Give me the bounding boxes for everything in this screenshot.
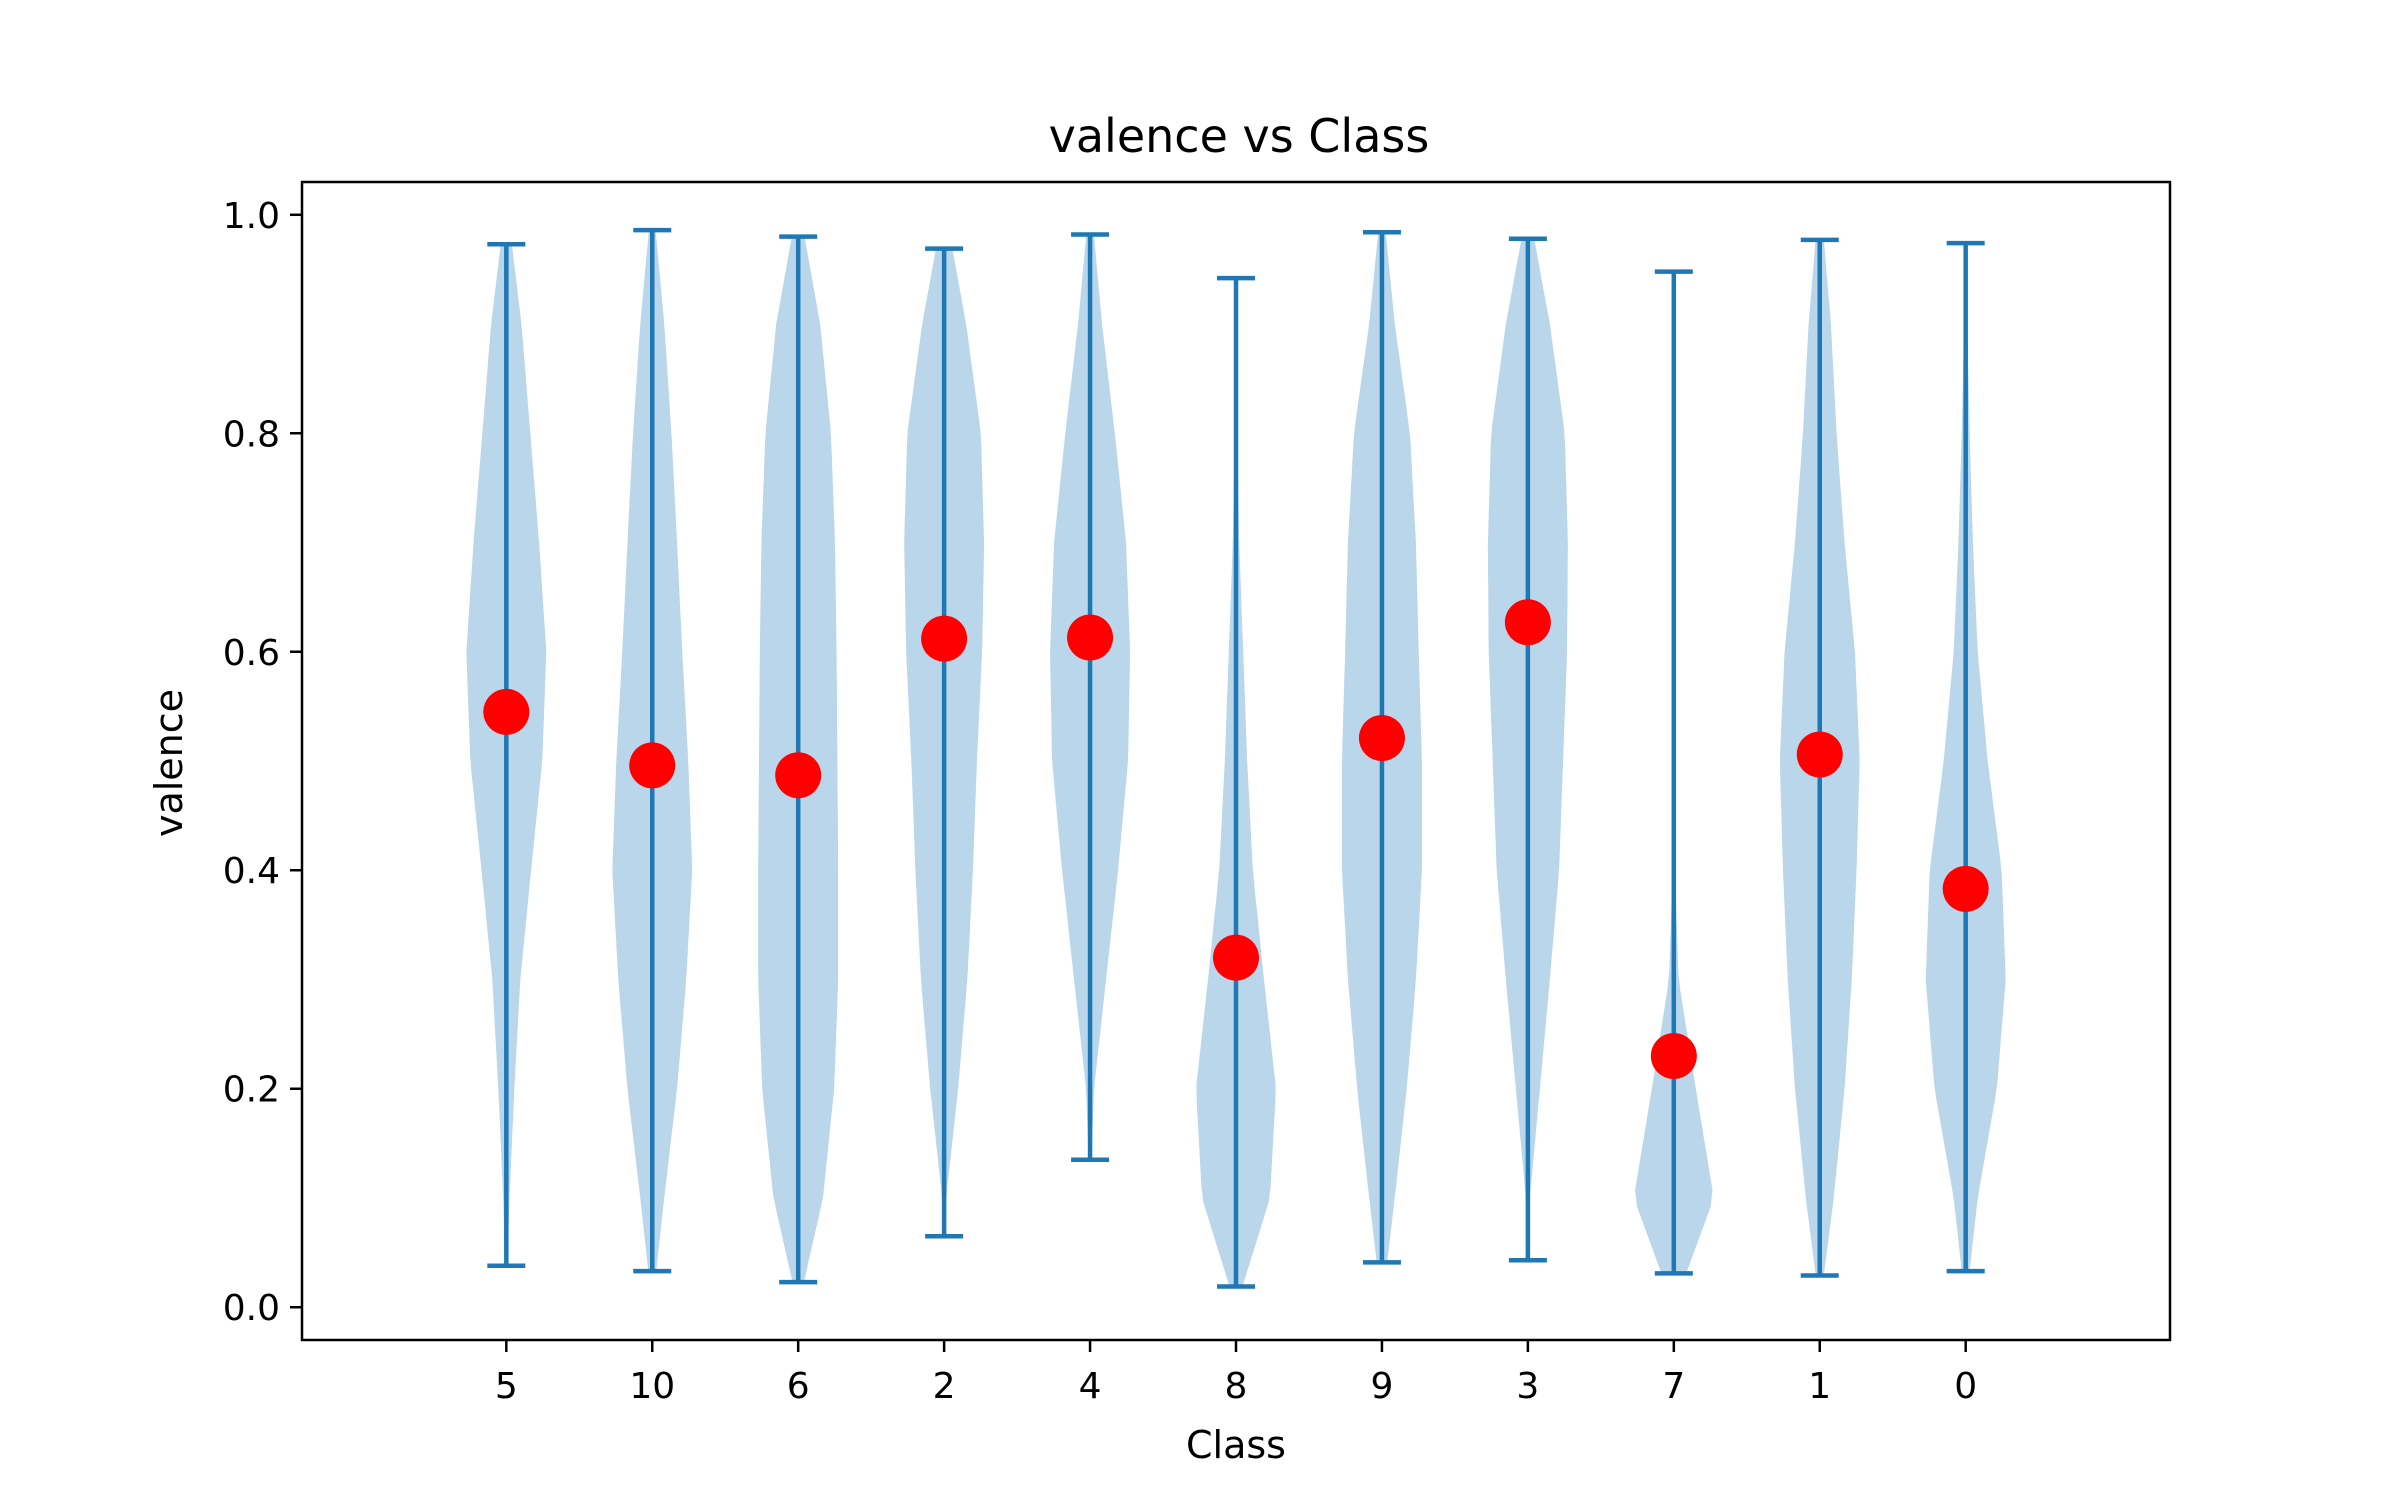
mean-marker: [483, 688, 530, 735]
x-axis: 5 10 6 2 4 8 9 3 7 1 0: [495, 1340, 1977, 1407]
y-tick-label: 0.8: [223, 414, 280, 455]
x-tick-label: 0: [1954, 1366, 1977, 1407]
x-tick-label: 1: [1808, 1366, 1831, 1407]
plot-area: [466, 227, 2006, 1289]
x-tick-label: 4: [1079, 1366, 1102, 1407]
y-axis-label: valence: [147, 689, 191, 837]
y-tick-label: 0.0: [223, 1288, 280, 1329]
mean-marker: [629, 742, 676, 789]
x-tick-label: 6: [787, 1366, 810, 1407]
mean-marker: [1942, 865, 1989, 912]
x-tick-label: 9: [1370, 1366, 1393, 1407]
y-tick-label: 0.6: [223, 633, 280, 674]
mean-marker: [775, 752, 822, 799]
x-tick-label: 10: [629, 1366, 675, 1407]
chart-title: valence vs Class: [1049, 109, 1430, 163]
x-axis-label: Class: [1186, 1423, 1286, 1467]
mean-marker: [1796, 731, 1843, 778]
x-tick-label: 8: [1225, 1366, 1248, 1407]
x-tick-label: 5: [495, 1366, 518, 1407]
x-tick-label: 3: [1516, 1366, 1539, 1407]
mean-markers: [483, 599, 1989, 1079]
x-tick-label: 7: [1662, 1366, 1685, 1407]
x-tick-label: 2: [933, 1366, 956, 1407]
mean-marker: [1358, 715, 1405, 762]
mean-marker: [1504, 599, 1551, 646]
y-tick-label: 0.2: [223, 1070, 280, 1111]
mean-marker: [1650, 1032, 1697, 1079]
y-tick-label: 0.4: [223, 851, 280, 892]
mean-marker: [1213, 934, 1259, 981]
mean-marker: [1067, 614, 1114, 661]
y-axis: 0.0 0.2 0.4 0.6 0.8 1.0: [223, 196, 302, 1329]
mean-marker: [921, 615, 968, 662]
y-tick-label: 1.0: [223, 196, 280, 237]
whiskers: [487, 227, 1985, 1289]
